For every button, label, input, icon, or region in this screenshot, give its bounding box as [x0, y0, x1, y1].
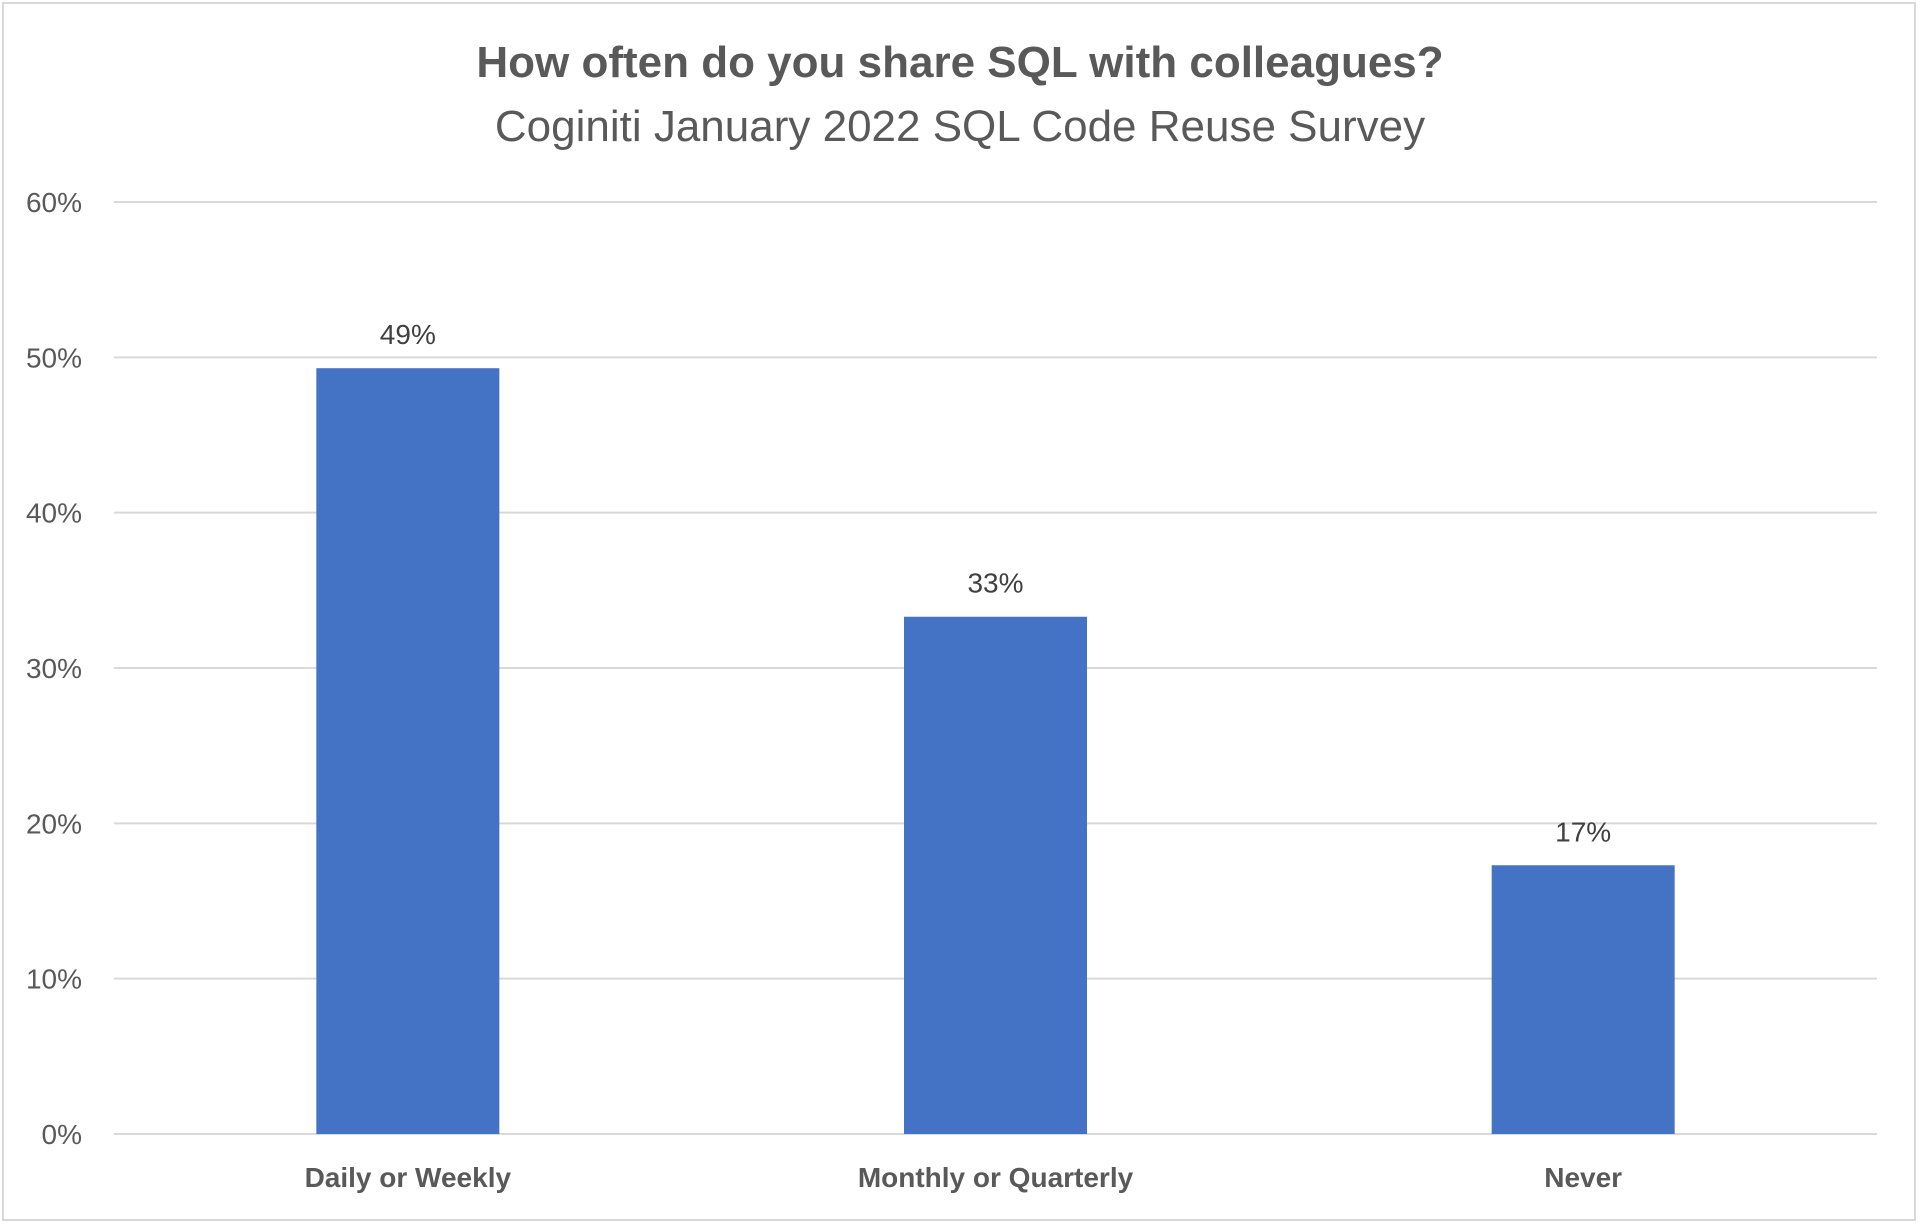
y-tick-label: 40% [26, 498, 82, 529]
bar [904, 616, 1087, 1134]
y-tick-label: 30% [26, 653, 82, 684]
bar [316, 368, 500, 1134]
y-tick-label: 0% [42, 1119, 82, 1150]
x-category-label: Monthly or Quarterly [858, 1162, 1134, 1193]
bar [1491, 865, 1675, 1134]
data-label: 49% [380, 319, 436, 350]
chart-title: How often do you share SQL with colleagu… [476, 38, 1444, 87]
x-category-label: Never [1544, 1162, 1622, 1193]
data-label: 33% [967, 568, 1023, 599]
data-label: 17% [1555, 816, 1611, 847]
y-tick-label: 20% [26, 808, 82, 839]
x-category-label: Daily or Weekly [305, 1162, 512, 1193]
y-tick-label: 60% [26, 187, 82, 218]
chart-subtitle: Coginiti January 2022 SQL Code Reuse Sur… [494, 102, 1426, 151]
y-tick-label: 50% [26, 342, 82, 373]
y-tick-label: 10% [26, 964, 82, 995]
